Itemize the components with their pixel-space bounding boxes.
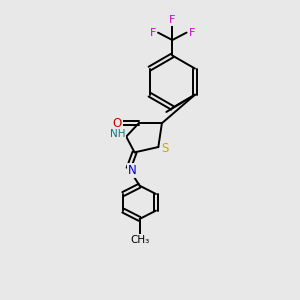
Text: O: O bbox=[113, 117, 122, 130]
Text: F: F bbox=[169, 15, 176, 26]
Text: N: N bbox=[128, 164, 136, 177]
Text: CH₃: CH₃ bbox=[130, 235, 149, 245]
Text: NH: NH bbox=[110, 129, 125, 139]
Text: F: F bbox=[189, 28, 195, 38]
Text: F: F bbox=[149, 28, 156, 38]
Text: S: S bbox=[161, 142, 169, 155]
